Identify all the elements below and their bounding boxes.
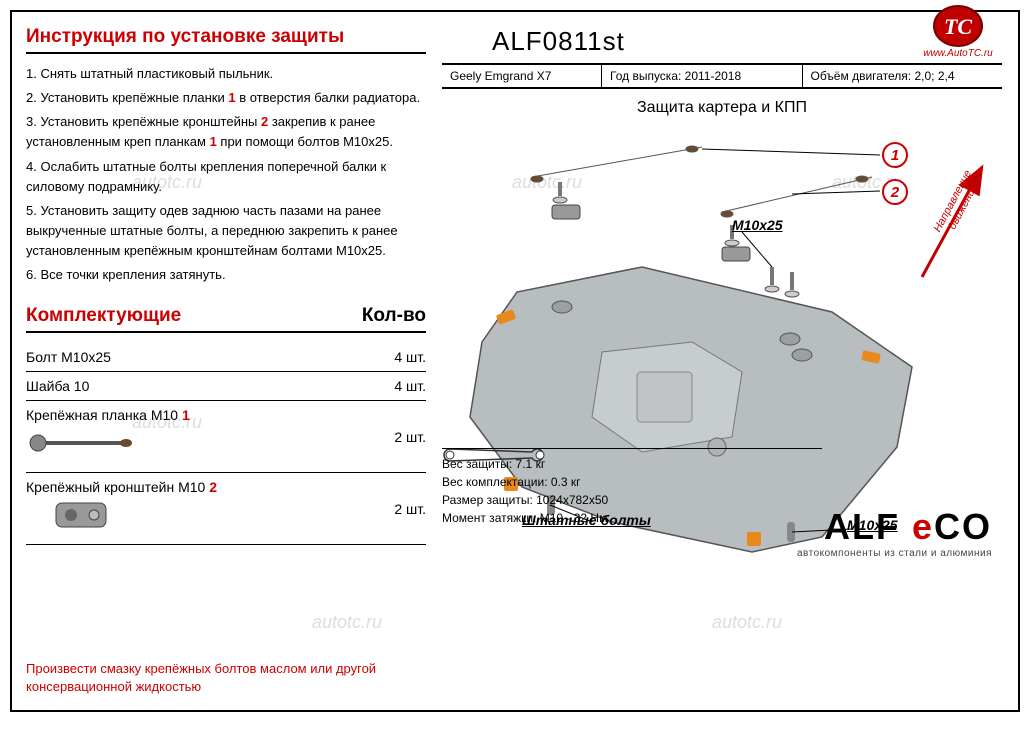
install-step: 2. Установить крепёжные планки 1 в отвер… — [26, 88, 426, 108]
document-frame: autotc.ru autotc.ru autotc.ru autotc.ru … — [10, 10, 1020, 712]
watermark: autotc.ru — [312, 612, 382, 633]
brand-part2: CO — [934, 506, 992, 547]
info-cell: Объём двигателя: 2,0; 2,4 — [803, 65, 1003, 87]
watermark: autotc.ru — [712, 612, 782, 633]
install-step: 1. Снять штатный пластиковый пыльник. — [26, 64, 426, 84]
info-cell: Год выпуска: 2011-2018 — [602, 65, 803, 87]
svg-text:www.AutoTC.ru: www.AutoTC.ru — [923, 48, 993, 59]
component-row: Болт М10х254 шт. — [26, 343, 426, 372]
component-row: Крепёжная планка М10 12 шт. — [26, 401, 426, 473]
spec-line: Вес защиты: 7.1 кг — [442, 455, 822, 473]
info-bar: Geely Emgrand X7Год выпуска: 2011-2018Об… — [442, 63, 1002, 89]
component-row: Шайба 104 шт. — [26, 372, 426, 401]
right-column: ALF0811st Geely Emgrand X7Год выпуска: 2… — [442, 26, 1002, 567]
brand-e: e — [912, 506, 934, 547]
install-step: 6. Все точки крепления затянуть. — [26, 265, 426, 285]
left-column: Инструкция по установке защиты 1. Снять … — [26, 26, 426, 545]
spec-line: Момент затяжки: М10 - 32 Нм — [442, 509, 822, 527]
footer-note: Произвести смазку крепёжных болтов масло… — [26, 660, 426, 696]
components-table: Болт М10х254 шт.Шайба 104 шт.Крепёжная п… — [26, 343, 426, 545]
callout-1: 1 — [882, 142, 908, 168]
spec-line: Вес комплектации: 0.3 кг — [442, 473, 822, 491]
install-step: 5. Установить защиту одев заднюю часть п… — [26, 201, 426, 261]
components-title-text: Комплектующие — [26, 305, 181, 327]
autotc-logo: TC www.AutoTC.ru — [918, 4, 998, 54]
components-header: Комплектующие Кол-во — [26, 305, 426, 333]
specs-block: Вес защиты: 7.1 кгВес комплектации: 0.3 … — [442, 448, 822, 527]
bolt-label-top: М10х25 — [732, 217, 783, 233]
install-step: 3. Установить крепёжные кронштейны 2 зак… — [26, 112, 426, 152]
diagram-subtitle: Защита картера и КПП — [442, 99, 1002, 117]
spec-line: Размер защиты: 1024х782х50 — [442, 491, 822, 509]
callout-2: 2 — [882, 179, 908, 205]
brand-part1: ALF — [824, 506, 912, 547]
install-step: 4. Ослабить штатные болты крепления попе… — [26, 157, 426, 197]
svg-text:TC: TC — [944, 14, 972, 39]
brand-tagline: автокомпоненты из стали и алюминия — [797, 548, 992, 559]
components-qty-header: Кол-во — [362, 305, 426, 327]
install-title: Инструкция по установке защиты — [26, 26, 426, 54]
brand-logo: ALF eCO автокомпоненты из стали и алюмин… — [797, 506, 992, 559]
info-cell: Geely Emgrand X7 — [442, 65, 602, 87]
install-steps: 1. Снять штатный пластиковый пыльник. 2. … — [26, 64, 426, 285]
component-row: Крепёжный кронштейн М10 22 шт. — [26, 473, 426, 545]
